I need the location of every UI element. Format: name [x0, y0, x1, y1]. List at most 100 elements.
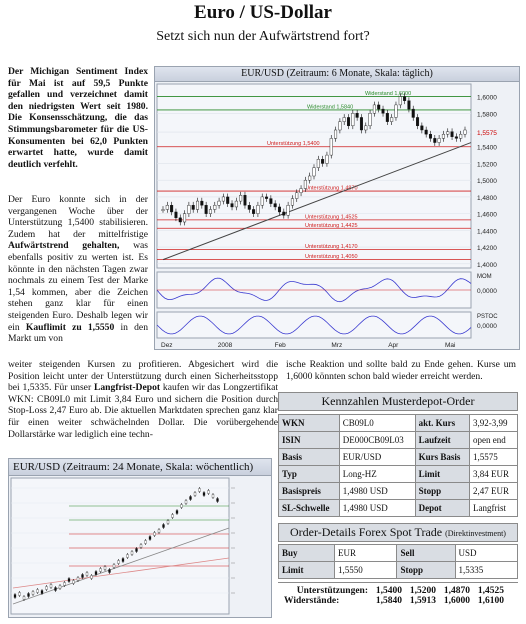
y-tick-label: 1,4400 [477, 228, 497, 235]
candle-body [403, 96, 407, 101]
level-line-label: Unterstützung 1,4425 [305, 223, 358, 229]
level-line-label: Unterstützung 1,4525 [305, 214, 358, 220]
resist-value: 1,6100 [477, 596, 504, 606]
depot-row: SL-Schwelle 1,4980 USD Depot Langfrist [278, 499, 518, 517]
candle-body [161, 209, 165, 211]
support-value: 1,4870 [443, 586, 470, 596]
candle-body [316, 159, 320, 168]
order-table: Buy EUR Sell USD Limit 1,5550 Stopp 1,5335 [277, 544, 519, 579]
support-value: 1,4525 [477, 586, 504, 596]
small-candle-body [94, 571, 98, 575]
small-candle-body [157, 529, 161, 533]
depot-value-cell: Long-HZ [338, 465, 416, 483]
small-candle-body [27, 593, 30, 597]
depot-row: Typ Long-HZ Limit 3,84 EUR [278, 465, 518, 483]
y-tick-label: 1,4200 [477, 245, 497, 252]
small-candle-body [162, 524, 165, 528]
depot-value-cell: CB09L0 [338, 414, 416, 432]
small-candle-body [67, 578, 71, 582]
text-segment: weiter steigenden Kursen zu profitieren.… [8, 359, 278, 394]
small-candle-body [189, 496, 192, 500]
small-chart-header: EUR/USD (Zeitraum: 24 Monate, Skala: wöc… [9, 459, 271, 476]
small-candle-body [112, 564, 116, 568]
small-candle-body [36, 589, 39, 593]
candle-body [252, 209, 256, 214]
support-label: Unterstützungen: [296, 586, 368, 596]
candle-body [265, 196, 269, 199]
x-tick-label: Feb [275, 342, 287, 349]
depot-value-cell: Langfrist [469, 499, 518, 517]
small-candle-body [148, 536, 152, 540]
main-chart: EUR/USD (Zeitraum: 6 Monate, Skala: tägl… [154, 66, 520, 350]
small-candle-body [144, 540, 147, 544]
candle-body [446, 131, 450, 135]
candle-body [398, 96, 402, 106]
x-tick-label: Apr [388, 342, 399, 349]
small-candle-body [108, 569, 111, 573]
candle-body [342, 117, 346, 122]
levels-table: Unterstützungen: 1,5400 1,5200 1,4870 1,… [278, 586, 506, 606]
x-tick-label: Dez [161, 342, 173, 349]
depot-row: WKN CB09L0 akt. Kurs 3,92-3,99 [278, 414, 518, 432]
order-title-sub: (Direktinvestment) [445, 529, 506, 538]
small-candle-body [72, 580, 75, 584]
candle-body [359, 117, 363, 131]
candle-body [347, 117, 351, 127]
depot-label-cell: Basispreis [278, 482, 340, 500]
small-candle-body [90, 575, 93, 579]
candle-body [269, 198, 273, 204]
candle-body [416, 117, 420, 127]
small-trend-line [12, 527, 230, 605]
candle-body [303, 179, 307, 189]
candle-body [217, 200, 221, 206]
candle-body [183, 213, 187, 223]
depot-label-cell: ISIN [278, 431, 340, 449]
small-candle-body [126, 554, 129, 558]
order-box: Order-Details Forex Spot Trade (Direktin… [277, 523, 519, 579]
small-candle-body [54, 587, 57, 591]
level-line-label: Widerstand 1,6000 [365, 91, 411, 97]
support-value: 1,5200 [409, 586, 436, 596]
small-candle-body [180, 504, 183, 508]
candle-body [394, 104, 398, 118]
candle-body [230, 203, 234, 208]
text-segment-bold: Langfrist-Depot [93, 382, 161, 394]
small-candle-body [171, 514, 174, 518]
candle-body [312, 167, 316, 177]
candle-body [364, 125, 368, 131]
depot-box: Kennzahlen Musterdepot-Order WKN CB09L0 ak… [278, 392, 518, 517]
level-line-label: Unterstützung 1,5400 [267, 141, 320, 147]
candle-body [191, 205, 195, 210]
candle-body [243, 195, 247, 206]
depot-label-cell: Laufzeit [414, 431, 471, 449]
small-candle-body [130, 551, 134, 555]
order-label-cell: Stopp [396, 561, 456, 579]
body-paragraph-3: ische Reaktion und sollte bald zu Ende g… [286, 359, 516, 382]
small-candle-body [76, 577, 80, 581]
candle-body [381, 108, 385, 114]
x-tick-label: Mai [445, 342, 455, 349]
order-value-cell: USD [454, 544, 519, 562]
small-candle-body [45, 586, 48, 590]
y-tick-label: 1,4800 [477, 195, 497, 202]
small-candle-body [58, 585, 62, 589]
candle-body [459, 133, 463, 139]
body-paragraph-1: Der Euro konnte sich in der vergangenen … [8, 194, 148, 345]
small-candle-body [13, 594, 17, 598]
candle-body [308, 175, 312, 181]
candle-body [390, 117, 394, 122]
resist-value: 1,5913 [409, 596, 436, 606]
small-candle-body [216, 498, 219, 502]
text-segment: kaufen wir das Longzertifikat WKN: CB09L… [8, 382, 278, 440]
depot-label-cell: Kurs Basis [414, 448, 471, 466]
small-candle-body [18, 592, 21, 596]
resist-value: 1,5840 [375, 596, 402, 606]
candle-body [174, 211, 178, 219]
mom-zero-label: 0,0000 [477, 288, 497, 295]
small-candle-body [49, 584, 53, 588]
candle-body [247, 205, 251, 210]
y-tick-label: 1,6000 [477, 95, 497, 102]
candle-body [260, 196, 264, 206]
candle-body [321, 159, 325, 164]
candle-body [368, 113, 372, 127]
